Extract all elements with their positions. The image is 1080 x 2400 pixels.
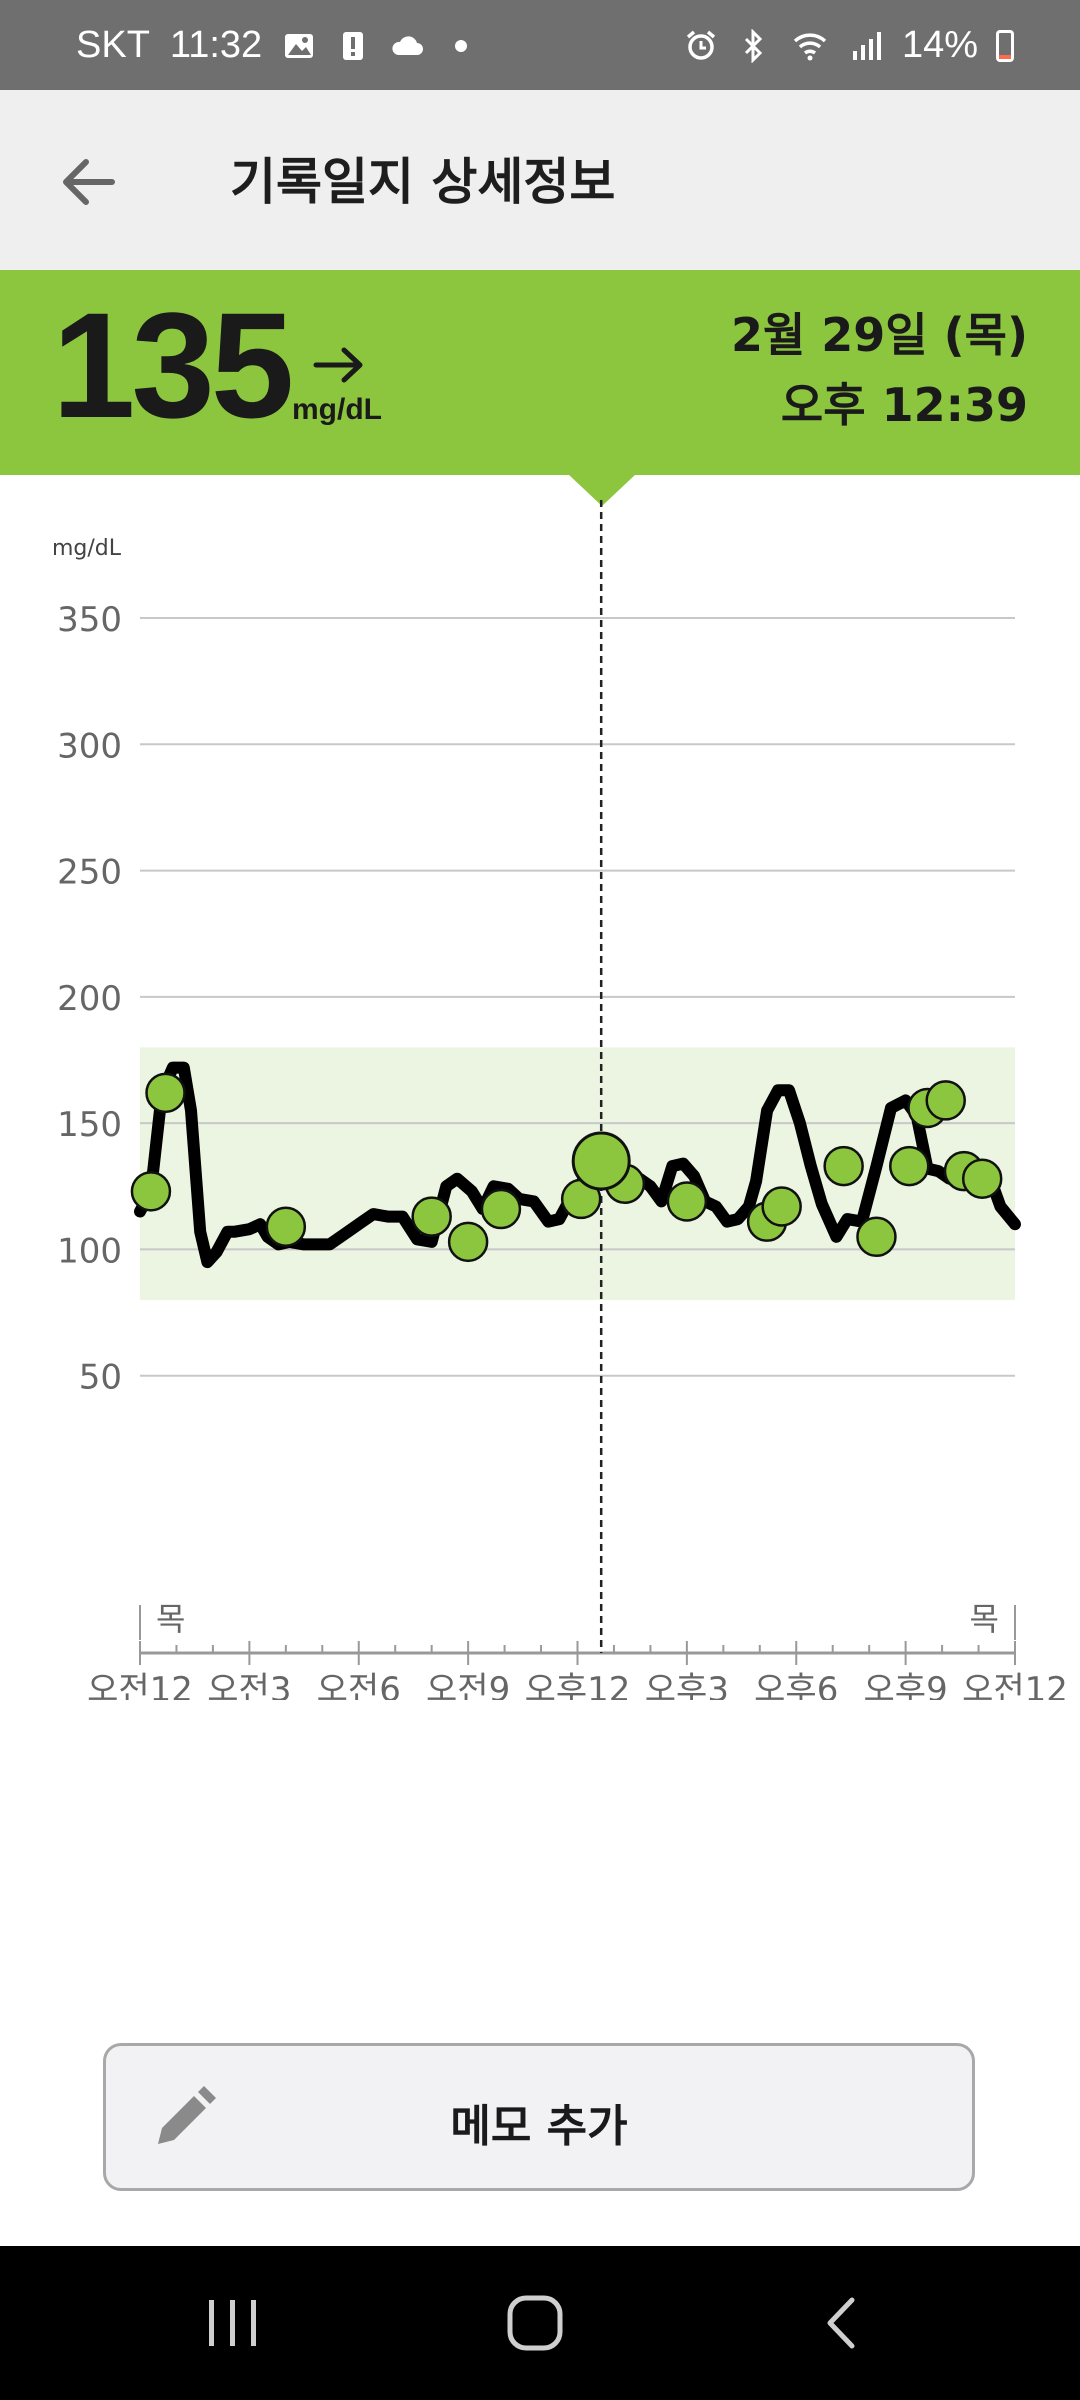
selected-scan-point[interactable]	[571, 1131, 631, 1191]
scan-point[interactable]	[480, 1188, 522, 1230]
y-tick-label: 100	[57, 1231, 122, 1271]
y-tick-label: 200	[57, 979, 122, 1019]
scan-point[interactable]	[666, 1181, 708, 1222]
x-tick-label: 오후6	[754, 1670, 838, 1700]
bluetooth-icon	[744, 28, 763, 63]
add-memo-button[interactable]: 메모 추가	[103, 2043, 975, 2191]
wifi-icon	[793, 32, 827, 60]
alert-icon	[343, 31, 364, 60]
x-tick-label: 오전3	[207, 1670, 291, 1700]
scan-point[interactable]	[447, 1221, 489, 1263]
back-icon[interactable]	[808, 2292, 878, 2354]
scan-point[interactable]	[823, 1145, 864, 1187]
status-bar-left: SKT 11:32	[76, 24, 478, 67]
back-arrow-icon[interactable]	[50, 142, 130, 222]
x-tick-label: 오전12	[87, 1670, 193, 1700]
home-icon[interactable]	[500, 2292, 570, 2354]
battery-fill	[999, 54, 1011, 59]
app-bar: 기록일지 상세정보	[0, 90, 1080, 270]
y-tick-label: 350	[57, 600, 122, 640]
scan-point[interactable]	[889, 1145, 930, 1187]
pencil-icon	[158, 2086, 216, 2144]
status-bar: SKT 11:32	[0, 0, 1080, 90]
y-tick-label: 150	[57, 1105, 122, 1145]
scan-point[interactable]	[925, 1080, 966, 1121]
dot-icon	[455, 39, 468, 52]
glucose-chart[interactable]: mg/dL 50 100 150 200 250 300 350 오전12 오전3 오전6 오전9 오후…	[0, 500, 1080, 1700]
reading-summary: 135 mg/dL 2월 29일 (목) 오후 12:39	[0, 270, 1080, 475]
scan-point[interactable]	[411, 1196, 452, 1237]
carrier-label: SKT	[76, 24, 150, 66]
reading-time: 오후 12:39	[780, 378, 1028, 432]
x-tick-label: 오전9	[426, 1670, 510, 1700]
day-label: 목	[156, 1600, 185, 1638]
scan-point[interactable]	[961, 1158, 1003, 1199]
y-tick-label: 50	[79, 1358, 122, 1398]
x-tick-label: 오후9	[864, 1670, 948, 1700]
recent-apps-icon[interactable]	[198, 2292, 268, 2354]
system-nav-bar	[0, 2246, 1080, 2400]
scan-point[interactable]	[145, 1072, 186, 1114]
cloud-icon	[392, 35, 424, 55]
y-axis-unit-label: mg/dL	[52, 536, 122, 561]
y-tick-label: 250	[57, 853, 122, 893]
scan-point[interactable]	[856, 1216, 897, 1258]
x-tick-label: 오후12	[525, 1670, 631, 1700]
x-tick-label: 오전12	[962, 1670, 1068, 1700]
glucose-value: 135	[52, 281, 294, 449]
alarm-icon	[686, 30, 716, 60]
scan-point[interactable]	[265, 1206, 307, 1247]
y-tick-label: 300	[57, 726, 122, 766]
status-bar-right: 14%	[684, 24, 1014, 67]
page-title: 기록일지 상세정보	[230, 153, 616, 211]
signal-icon	[852, 31, 881, 60]
x-tick-label: 오후3	[645, 1670, 729, 1700]
scan-point[interactable]	[130, 1171, 172, 1212]
glucose-unit: mg/dL	[292, 393, 382, 426]
reading-date: 2월 29일 (목)	[730, 308, 1028, 362]
arrow-right-icon	[313, 347, 363, 383]
scan-point[interactable]	[761, 1186, 802, 1227]
gallery-icon	[285, 33, 314, 58]
x-tick-label: 오전6	[317, 1670, 401, 1700]
battery-icon	[996, 29, 1014, 62]
clock: 11:32	[169, 24, 263, 66]
day-label: 목	[970, 1600, 999, 1638]
add-memo-label: 메모 추가	[450, 2101, 628, 2152]
battery-percent: 14%	[901, 24, 978, 66]
